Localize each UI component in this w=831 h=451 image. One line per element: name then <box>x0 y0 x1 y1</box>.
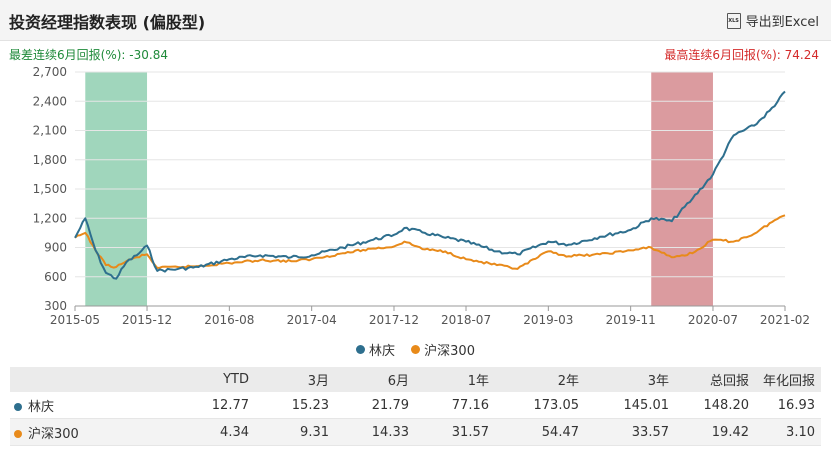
y-tick-label: 2,400 <box>33 94 67 108</box>
series-line-hs300 <box>74 214 786 270</box>
legend-label-series2: 沪深300 <box>424 344 475 359</box>
legend-item-series1[interactable]: 林庆 <box>356 340 395 359</box>
cell-3m: 9.31 <box>255 418 335 446</box>
y-tick-label: 1,200 <box>33 211 67 225</box>
col-header-3y: 3年 <box>585 367 675 392</box>
row-name-cell: 沪深300 <box>10 418 160 446</box>
returns-table: YTD 3月 6月 1年 2年 3年 总回报 年化回报 林庆 12.77 15.… <box>10 367 821 446</box>
table-row: 沪深300 4.34 9.31 14.33 31.57 54.47 33.57 … <box>10 418 821 446</box>
x-tick-label: 2017-04 <box>287 313 337 327</box>
worst-6m-label: 最差连续6月回报(%): <box>9 48 126 62</box>
col-header-2y: 2年 <box>495 367 585 392</box>
cell-ytd: 4.34 <box>160 418 255 446</box>
y-tick-label: 600 <box>44 270 67 284</box>
header-bar: 投资经理指数表现 (偏股型) XLS 导出到Excel <box>0 0 831 41</box>
export-label: 导出到Excel <box>745 15 819 30</box>
legend-item-series2[interactable]: 沪深300 <box>411 340 475 359</box>
row-name: 沪深300 <box>28 426 79 442</box>
chart-legend: 林庆 沪深300 <box>0 340 831 359</box>
series2-dot <box>14 429 22 438</box>
table-row: 林庆 12.77 15.23 21.79 77.16 173.05 145.01… <box>10 392 821 419</box>
cell-3y: 33.57 <box>585 418 675 446</box>
performance-chart: 2,7002,4002,1001,8001,5001,2009006003002… <box>33 65 810 327</box>
cell-total: 19.42 <box>675 418 755 446</box>
cell-ytd: 12.77 <box>160 392 255 419</box>
x-tick-label: 2019-11 <box>606 313 656 327</box>
legend-dot-series1 <box>356 345 365 354</box>
best-6m-return: 最高连续6月回报(%): 74.24 <box>664 46 819 63</box>
cell-annual: 16.93 <box>755 392 821 419</box>
cell-3y: 145.01 <box>585 392 675 419</box>
export-excel-button[interactable]: XLS 导出到Excel <box>726 11 819 30</box>
col-header-annual: 年化回报 <box>755 367 821 392</box>
y-tick-label: 2,100 <box>33 124 67 138</box>
col-header-6m: 6月 <box>335 367 415 392</box>
excel-icon: XLS <box>726 12 741 29</box>
col-header-total: 总回报 <box>675 367 755 392</box>
best-6m-label: 最高连续6月回报(%): <box>664 48 781 62</box>
y-tick-label: 900 <box>44 241 67 255</box>
cell-3m: 15.23 <box>255 392 335 419</box>
cell-2y: 54.47 <box>495 418 585 446</box>
cell-2y: 173.05 <box>495 392 585 419</box>
x-tick-label: 2016-08 <box>204 313 254 327</box>
best-6m-value: 74.24 <box>784 48 819 62</box>
x-tick-label: 2015-05 <box>50 313 100 327</box>
worst-6m-value: -30.84 <box>129 48 168 62</box>
col-header-name <box>10 367 160 392</box>
x-tick-label: 2017-12 <box>369 313 419 327</box>
cell-6m: 14.33 <box>335 418 415 446</box>
cell-annual: 3.10 <box>755 418 821 446</box>
x-tick-label: 2021-02 <box>760 313 810 327</box>
y-tick-label: 1,500 <box>33 182 67 196</box>
series1-dot <box>14 402 22 411</box>
col-header-1y: 1年 <box>415 367 495 392</box>
cell-1y: 77.16 <box>415 392 495 419</box>
cell-6m: 21.79 <box>335 392 415 419</box>
cell-1y: 31.57 <box>415 418 495 446</box>
cell-total: 148.20 <box>675 392 755 419</box>
col-header-ytd: YTD <box>160 367 255 392</box>
y-tick-label: 1,800 <box>33 153 67 167</box>
row-name-cell: 林庆 <box>10 392 160 419</box>
series-line-linqing <box>74 90 786 280</box>
worst-6m-return: 最差连续6月回报(%): -30.84 <box>9 46 168 63</box>
x-tick-label: 2018-07 <box>441 313 491 327</box>
x-tick-label: 2020-07 <box>688 313 738 327</box>
col-header-3m: 3月 <box>255 367 335 392</box>
row-name: 林庆 <box>28 399 55 415</box>
page-title: 投资经理指数表现 (偏股型) <box>9 13 206 32</box>
legend-label-series1: 林庆 <box>369 344 396 359</box>
y-tick-label: 300 <box>44 299 67 313</box>
legend-dot-series2 <box>411 345 421 354</box>
x-tick-label: 2019-03 <box>523 313 573 327</box>
x-tick-label: 2015-12 <box>122 313 172 327</box>
y-tick-label: 2,700 <box>33 65 67 79</box>
table-header-row: YTD 3月 6月 1年 2年 3年 总回报 年化回报 <box>10 367 821 392</box>
